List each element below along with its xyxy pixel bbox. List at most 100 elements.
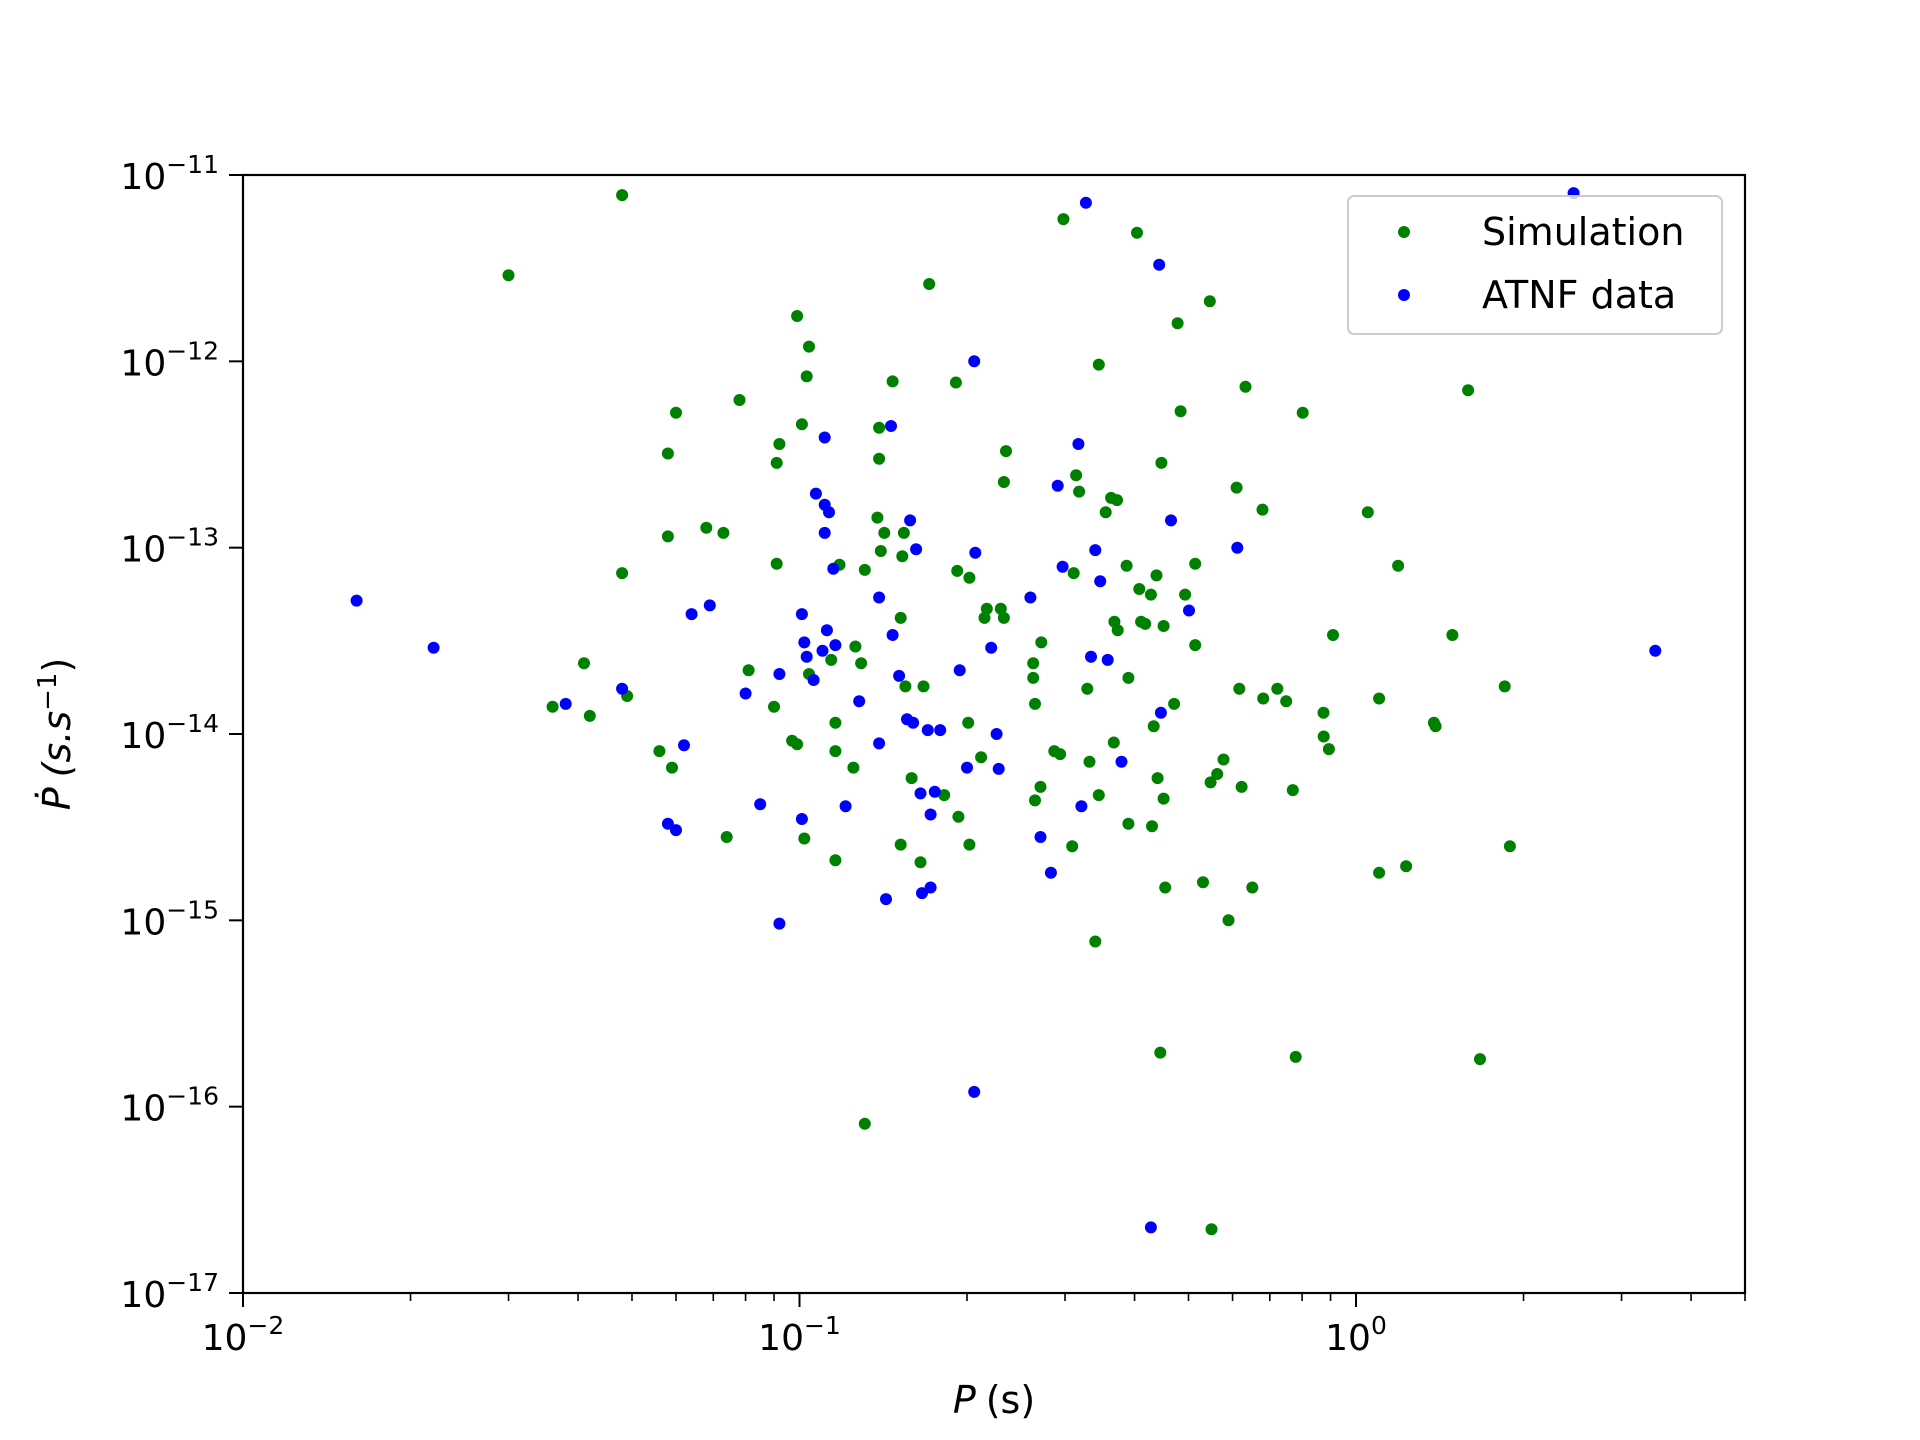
point-atnf-data-58 — [1056, 560, 1069, 573]
point-simulation-53 — [923, 278, 936, 290]
point-simulation-9 — [661, 447, 674, 460]
point-simulation-69 — [1027, 671, 1040, 684]
point-simulation-42 — [874, 545, 887, 557]
legend-label-simulation: Simulation — [1482, 210, 1684, 254]
point-simulation-146 — [1462, 384, 1475, 397]
point-atnf-data-50 — [968, 1085, 981, 1098]
point-simulation-125 — [1239, 380, 1252, 393]
point-simulation-35 — [849, 640, 862, 653]
point-atnf-data-8 — [703, 599, 716, 612]
point-atnf-data-26 — [829, 639, 842, 652]
point-atnf-data-18 — [809, 487, 822, 500]
point-atnf-data-29 — [873, 591, 886, 604]
point-simulation-144 — [1429, 720, 1442, 733]
point-simulation-36 — [855, 657, 868, 670]
point-simulation-27 — [803, 340, 815, 353]
point-simulation-12 — [700, 521, 713, 534]
point-atnf-data-68 — [1153, 258, 1166, 271]
point-simulation-115 — [1197, 876, 1209, 889]
point-simulation-11 — [670, 406, 682, 419]
point-atnf-data-19 — [816, 644, 829, 657]
point-simulation-71 — [1029, 794, 1041, 807]
point-simulation-25 — [798, 832, 811, 845]
point-simulation-147 — [1474, 1053, 1486, 1066]
y-axis-label-unit-close: ) — [35, 658, 79, 673]
point-simulation-112 — [1179, 588, 1192, 601]
x-axis-label: P (s) — [953, 1378, 1035, 1422]
point-atnf-data-11 — [773, 668, 786, 680]
point-simulation-59 — [963, 571, 976, 584]
point-atnf-data-69 — [1154, 706, 1167, 719]
point-simulation-15 — [733, 394, 746, 406]
point-simulation-86 — [1099, 506, 1112, 519]
point-simulation-48 — [897, 526, 910, 539]
point-atnf-data-74 — [1649, 644, 1662, 657]
point-simulation-118 — [1205, 1223, 1218, 1236]
point-simulation-45 — [894, 611, 907, 624]
point-atnf-data-31 — [880, 893, 892, 906]
point-atnf-data-42 — [924, 808, 937, 821]
point-simulation-139 — [1373, 692, 1386, 705]
point-simulation-51 — [914, 856, 927, 869]
point-simulation-77 — [1066, 840, 1079, 853]
point-atnf-data-49 — [969, 546, 982, 559]
point-simulation-81 — [1081, 682, 1094, 695]
point-simulation-58 — [962, 716, 975, 729]
point-atnf-data-64 — [1094, 575, 1107, 588]
point-simulation-126 — [1246, 881, 1259, 894]
point-simulation-57 — [952, 810, 965, 823]
x-tick-label: 10−1 — [758, 1311, 841, 1359]
point-simulation-134 — [1317, 706, 1330, 719]
points-layer — [350, 187, 1662, 1236]
point-atnf-data-63 — [1089, 544, 1102, 557]
point-simulation-20 — [773, 438, 786, 450]
point-atnf-data-72 — [1231, 541, 1244, 554]
point-simulation-130 — [1280, 695, 1293, 708]
point-atnf-data-60 — [1075, 800, 1088, 813]
point-simulation-111 — [1174, 405, 1187, 418]
x-tick-label: 10−2 — [202, 1311, 285, 1359]
point-simulation-80 — [1073, 485, 1086, 498]
point-simulation-142 — [1400, 860, 1413, 873]
point-atnf-data-13 — [795, 608, 808, 621]
point-simulation-52 — [917, 680, 930, 693]
point-simulation-61 — [975, 751, 988, 764]
point-atnf-data-62 — [1085, 650, 1097, 663]
point-atnf-data-54 — [1024, 591, 1037, 604]
point-simulation-85 — [1092, 789, 1105, 802]
point-simulation-16 — [742, 664, 755, 677]
point-simulation-55 — [949, 376, 962, 389]
y-tick-label: 10−15 — [120, 895, 219, 943]
point-simulation-54 — [938, 789, 951, 802]
point-simulation-93 — [1122, 671, 1135, 684]
point-simulation-10 — [666, 761, 678, 774]
point-simulation-37 — [858, 563, 871, 576]
point-simulation-95 — [1131, 226, 1143, 239]
y-axis-label: Ṗ (s.s−1) — [33, 658, 79, 811]
point-atnf-data-38 — [910, 543, 923, 556]
x-axis: 10−2 10−1 100 — [202, 1293, 1746, 1359]
y-axis-label-unit: (s.s — [35, 711, 79, 778]
point-simulation-49 — [899, 680, 912, 693]
point-simulation-18 — [770, 456, 783, 469]
point-simulation-124 — [1235, 780, 1248, 793]
point-atnf-data-41 — [921, 724, 934, 737]
point-simulation-106 — [1157, 792, 1170, 805]
point-simulation-129 — [1271, 682, 1284, 695]
point-simulation-76 — [1057, 213, 1070, 226]
point-atnf-data-70 — [1165, 514, 1177, 527]
point-simulation-64 — [994, 602, 1007, 615]
point-simulation-135 — [1317, 730, 1330, 743]
legend-label-atnf-data: ATNF data — [1482, 273, 1676, 317]
point-atnf-data-6 — [678, 739, 690, 752]
point-simulation-132 — [1289, 1050, 1302, 1063]
point-simulation-108 — [1159, 881, 1172, 894]
point-atnf-data-20 — [818, 431, 831, 444]
point-simulation-122 — [1230, 481, 1243, 494]
point-atnf-data-16 — [800, 650, 813, 663]
point-simulation-121 — [1222, 914, 1235, 927]
point-atnf-data-14 — [795, 813, 808, 825]
point-simulation-72 — [1034, 780, 1047, 793]
point-simulation-40 — [873, 452, 886, 465]
y-axis: 10−11 10−12 10−13 10−14 10−15 10−16 10−17 — [120, 150, 243, 1316]
